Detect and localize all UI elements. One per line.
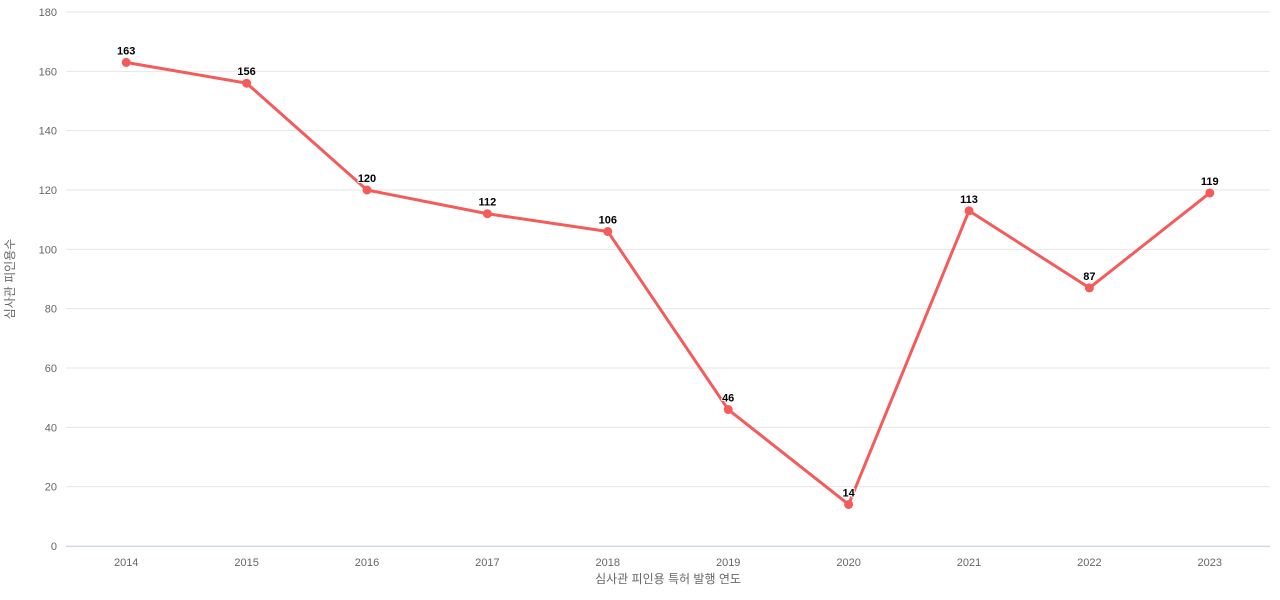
y-tick-label: 180 — [39, 7, 57, 19]
labels-group: 0 20 40 60 80 100 120 140 160 180 2014 2015 2016 2017… — [39, 7, 1222, 569]
y-tick-label: 100 — [39, 244, 57, 256]
data-label-2020: 14 — [842, 487, 855, 499]
x-tick-label: 2021 — [957, 557, 981, 569]
y-tick-label: 80 — [45, 304, 57, 316]
data-label-2021: 113 — [960, 194, 978, 206]
x-tick-label: 2023 — [1198, 557, 1222, 569]
y-tick-label: 160 — [39, 66, 57, 78]
x-tick-label: 2017 — [475, 557, 499, 569]
data-point-marker-2021[interactable] — [964, 206, 974, 216]
x-tick-label: 2016 — [355, 557, 379, 569]
data-point-marker-2020[interactable] — [844, 499, 854, 509]
x-axis-title: 심사관 피인용 특허 발행 연도 — [595, 571, 741, 586]
x-tick-label: 2014 — [114, 557, 138, 569]
y-axis-title: 심사관 피인용수 — [3, 239, 17, 320]
series-line — [124, 60, 1212, 506]
x-tick-label: 2022 — [1077, 557, 1101, 569]
data-point-marker-2018[interactable] — [603, 227, 613, 237]
y-tick-label: 140 — [39, 126, 57, 138]
data-label-2018: 106 — [599, 215, 617, 227]
x-tick-label: 2019 — [716, 557, 740, 569]
data-label-2015: 156 — [237, 66, 255, 78]
data-point-marker-2015[interactable] — [242, 78, 252, 88]
y-tick-label: 0 — [51, 541, 57, 553]
data-label-2022: 87 — [1083, 271, 1095, 283]
y-tick-label: 20 — [45, 482, 57, 494]
data-point-marker-2017[interactable] — [482, 209, 492, 219]
data-label-2023: 119 — [1201, 176, 1219, 188]
x-tick-label: 2020 — [836, 557, 860, 569]
y-tick-label: 60 — [45, 363, 57, 375]
data-point-marker-2019[interactable] — [723, 405, 733, 415]
series-group: 163 156 120 112 106 46 14 113 87 119 — [116, 44, 1220, 509]
x-tick-label: 2018 — [596, 557, 620, 569]
data-label-2019: 46 — [722, 393, 734, 405]
y-tick-label: 120 — [39, 185, 57, 197]
data-label-2014: 163 — [117, 45, 135, 57]
y-tick-label: 40 — [45, 422, 57, 434]
data-point-marker-2022[interactable] — [1084, 283, 1094, 293]
data-point-marker-2016[interactable] — [362, 185, 372, 195]
gridlines-group — [66, 11, 1270, 547]
data-label-2016: 120 — [358, 173, 376, 185]
data-point-marker-2023[interactable] — [1205, 188, 1215, 198]
x-tick-label: 2015 — [234, 557, 258, 569]
data-label-2017: 112 — [479, 197, 497, 209]
data-point-marker-2014[interactable] — [121, 57, 131, 67]
